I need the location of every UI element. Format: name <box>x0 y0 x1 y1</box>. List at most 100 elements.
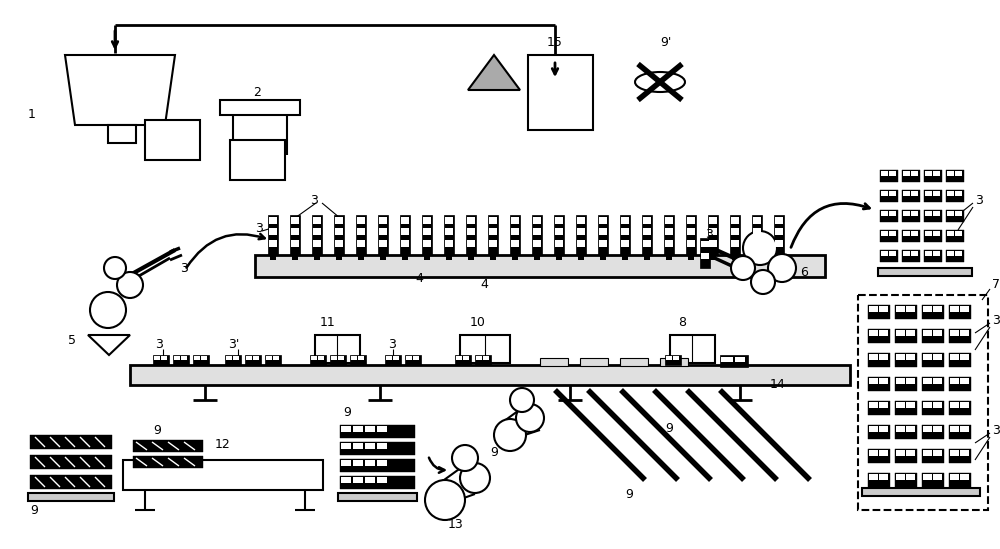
Bar <box>881 211 888 216</box>
Bar <box>341 426 351 432</box>
Bar <box>950 330 959 336</box>
Bar <box>266 356 272 360</box>
Bar <box>949 401 971 415</box>
Bar <box>666 356 672 360</box>
Bar <box>923 474 932 480</box>
Bar <box>230 140 285 180</box>
Bar <box>532 215 542 255</box>
Bar <box>869 306 878 312</box>
Text: 7: 7 <box>992 278 1000 292</box>
Bar <box>599 240 607 247</box>
Bar <box>754 255 760 260</box>
Bar <box>580 358 608 366</box>
Bar <box>123 460 323 490</box>
Bar <box>353 460 363 466</box>
Circle shape <box>452 445 478 471</box>
Bar <box>923 426 932 432</box>
Bar <box>868 305 890 319</box>
Bar <box>554 215 564 255</box>
Bar <box>665 240 673 247</box>
Bar <box>291 228 299 235</box>
Bar <box>924 210 942 222</box>
Bar <box>709 240 717 247</box>
Bar <box>475 355 491 365</box>
Bar <box>377 426 387 432</box>
Bar <box>709 228 717 235</box>
Bar <box>377 477 387 483</box>
Bar <box>925 231 932 236</box>
Circle shape <box>743 231 777 265</box>
Bar <box>949 329 971 343</box>
Bar <box>947 251 954 256</box>
Text: 1: 1 <box>28 109 36 121</box>
Bar <box>401 217 409 224</box>
Bar <box>922 473 944 487</box>
Bar <box>903 191 910 196</box>
Circle shape <box>510 388 534 412</box>
Bar <box>401 240 409 247</box>
Bar <box>950 306 959 312</box>
Text: 9: 9 <box>153 423 161 436</box>
Bar <box>922 377 944 391</box>
Bar <box>335 217 343 224</box>
Bar <box>881 231 888 236</box>
Bar <box>255 255 825 277</box>
Bar <box>365 477 375 483</box>
Bar <box>393 356 399 360</box>
Bar <box>664 215 674 255</box>
Bar <box>731 217 739 224</box>
Text: 3: 3 <box>180 261 188 274</box>
Circle shape <box>460 463 490 493</box>
Bar <box>902 250 920 262</box>
Bar <box>378 215 388 255</box>
Bar <box>903 251 910 256</box>
Text: 3: 3 <box>992 313 1000 327</box>
Bar <box>710 255 716 260</box>
Bar <box>775 240 783 247</box>
Bar <box>336 255 342 260</box>
Bar <box>413 356 419 360</box>
Text: 3': 3' <box>228 339 239 351</box>
Bar <box>947 191 954 196</box>
Bar <box>869 378 878 384</box>
Bar <box>947 211 954 216</box>
Circle shape <box>731 256 755 280</box>
Bar <box>868 377 890 391</box>
Bar <box>291 240 299 247</box>
Text: 9': 9' <box>660 36 671 49</box>
Bar <box>353 443 363 449</box>
Bar <box>946 250 964 262</box>
Bar <box>903 231 910 236</box>
Bar <box>577 228 585 235</box>
Bar <box>643 228 651 235</box>
Bar <box>643 240 651 247</box>
Circle shape <box>751 270 775 294</box>
Bar <box>922 305 944 319</box>
Bar <box>357 217 365 224</box>
Text: 15: 15 <box>547 36 563 49</box>
Bar <box>331 356 337 360</box>
Bar <box>334 215 344 255</box>
Bar <box>881 191 888 196</box>
Bar <box>576 215 586 255</box>
Text: 14: 14 <box>770 378 786 391</box>
Bar <box>902 230 920 242</box>
Bar <box>358 255 364 260</box>
Bar <box>775 228 783 235</box>
Bar <box>377 460 387 466</box>
Bar <box>379 240 387 247</box>
Bar <box>446 255 452 260</box>
Polygon shape <box>468 55 520 90</box>
Bar <box>318 356 324 360</box>
Bar <box>402 255 408 260</box>
Bar <box>895 473 917 487</box>
Bar <box>709 217 717 224</box>
Bar <box>133 440 203 452</box>
Bar <box>902 170 920 182</box>
Bar <box>906 402 915 408</box>
Bar <box>924 170 942 182</box>
Bar <box>578 255 584 260</box>
Bar <box>253 356 259 360</box>
Bar <box>960 306 969 312</box>
Bar <box>556 255 562 260</box>
